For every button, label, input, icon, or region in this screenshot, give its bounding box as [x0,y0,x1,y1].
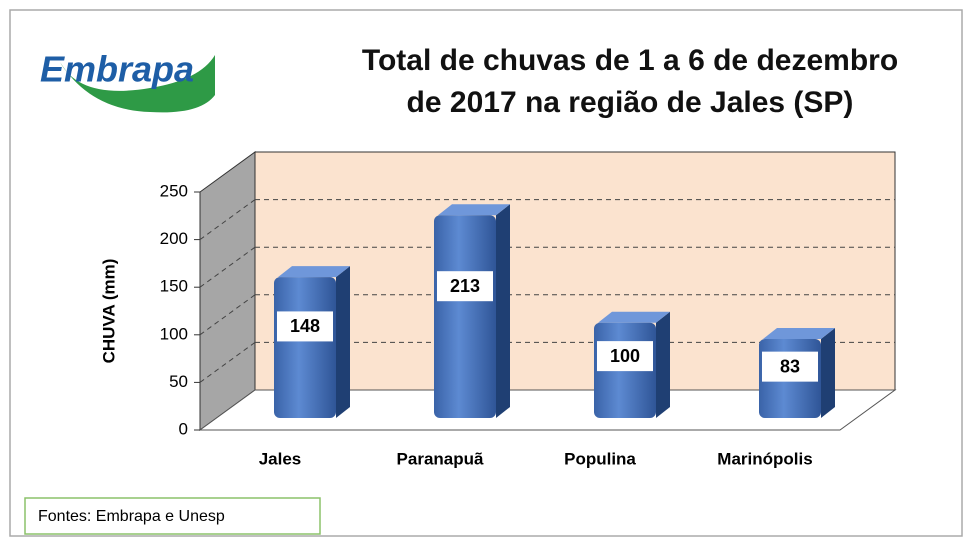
y-tick-label: 50 [169,372,188,391]
chart-title: Total de chuvas de 1 a 6 de dezembro [362,44,898,77]
bar-top [438,204,510,216]
bar-side [821,327,835,418]
bar [434,215,496,418]
x-tick-label: Populina [564,449,636,468]
value-label: 100 [610,346,640,366]
x-tick-label: Marinópolis [717,449,812,468]
bar-side [336,266,350,418]
bar-top [278,266,350,278]
y-tick-label: 100 [160,324,188,343]
value-label-box [277,311,333,342]
bar-side [656,311,670,418]
logo-swoosh [60,55,215,113]
x-tick-label: Jales [259,449,302,468]
value-label: 213 [450,276,480,296]
y-tick-label: 200 [160,229,188,248]
floor [198,389,897,431]
y-axis-label: CHUVA (mm) [99,259,118,364]
bar-side [496,204,510,418]
grid-line [199,294,256,336]
logo: Embrapa [40,49,194,90]
side-wall [199,151,256,431]
grid-line [199,199,256,241]
source-box [24,497,321,535]
chart-title: de 2017 na região de Jales (SP) [407,86,854,119]
source: Fontes: Embrapa e Unesp [38,508,225,525]
value-label-box [762,351,818,382]
y-tick-label: 250 [160,181,188,200]
value-label: 148 [290,316,320,336]
value-label-box [437,271,493,302]
y-tick-label: 0 [179,419,188,438]
value-label-box [597,341,653,372]
grid-line [199,246,256,288]
bar-top [763,327,835,339]
value-label: 83 [780,356,800,376]
bar [274,277,336,418]
grid-line [199,341,256,383]
bar-top [598,311,670,323]
x-tick-label: Paranapuã [397,449,484,468]
y-tick-label: 150 [160,277,188,296]
